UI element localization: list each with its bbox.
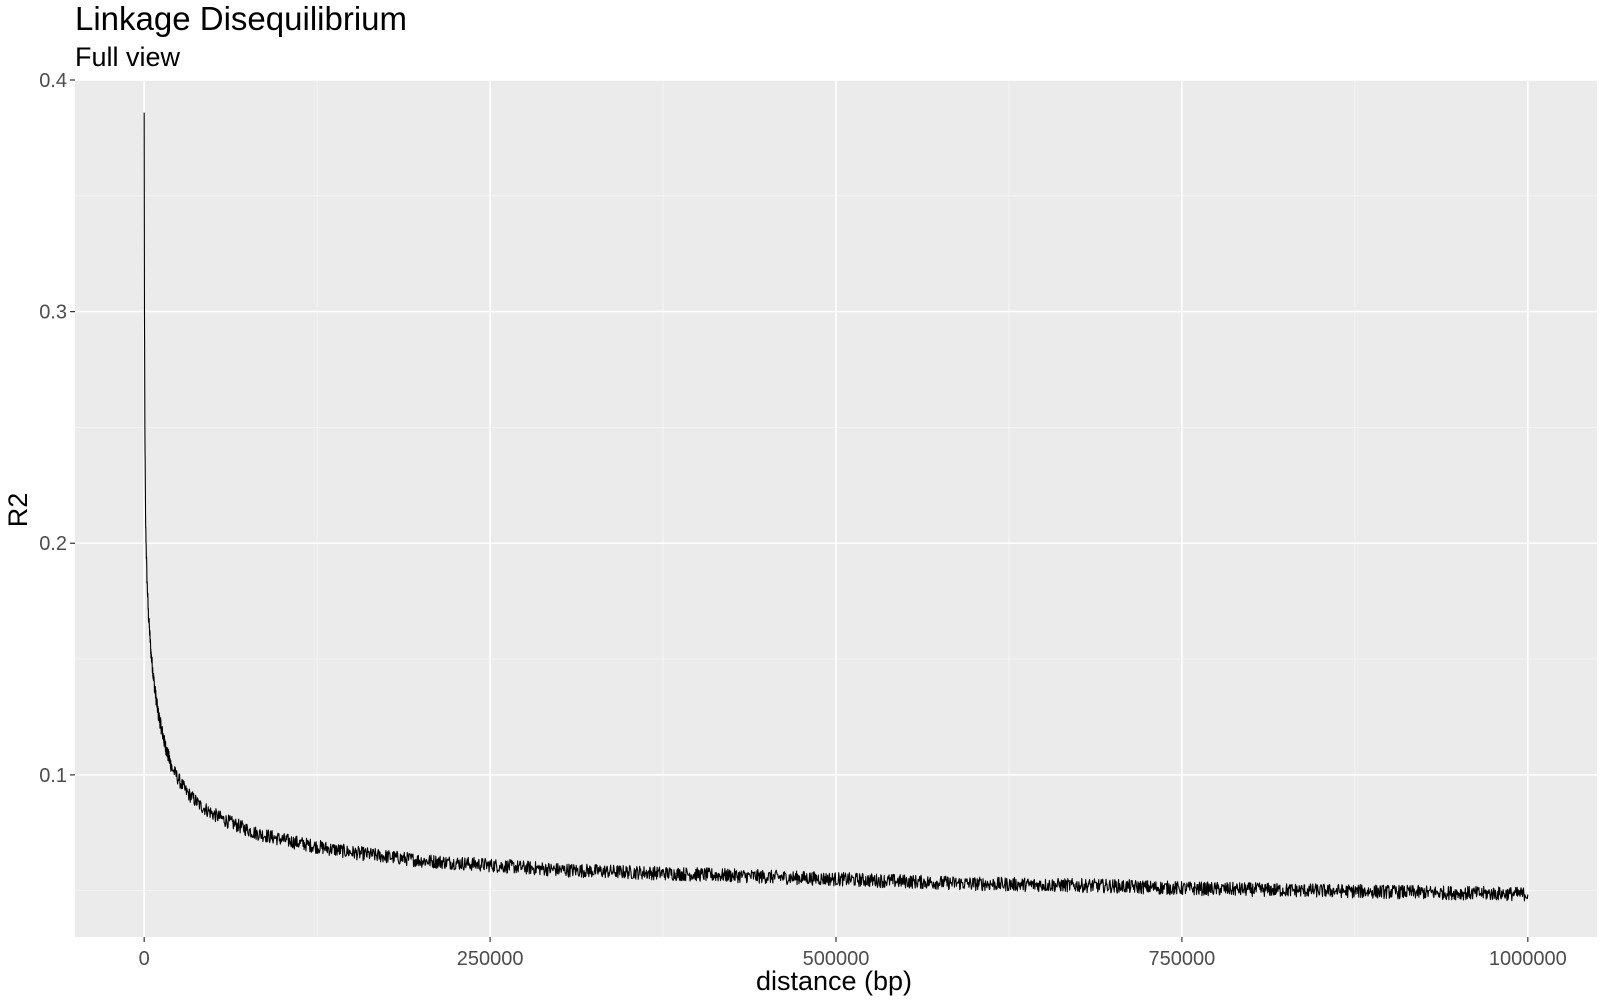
x-tick-label: 1000000	[1489, 948, 1567, 970]
y-tick-label: 0.1	[39, 765, 67, 787]
series-layer	[143, 112, 1529, 902]
x-tick-label: 0	[139, 948, 150, 970]
chart-subtitle: Full view	[75, 42, 181, 72]
x-tick-label: 750000	[1149, 948, 1216, 970]
x-tick-label: 500000	[803, 948, 870, 970]
ld-series-line	[143, 112, 1529, 902]
y-tick-label: 0.3	[39, 302, 67, 324]
y-axis-label: R2	[3, 493, 33, 528]
x-axis-label: distance (bp)	[756, 966, 912, 996]
chart-title: Linkage Disequilibrium	[75, 0, 407, 37]
x-tick-label: 250000	[457, 948, 524, 970]
y-tick-label: 0.4	[39, 70, 67, 92]
y-tick-label: 0.2	[39, 533, 67, 555]
axes-layer: 0 250000 500000 750000 1000000 0.1 0.2 0.3 0.4	[39, 70, 1567, 970]
